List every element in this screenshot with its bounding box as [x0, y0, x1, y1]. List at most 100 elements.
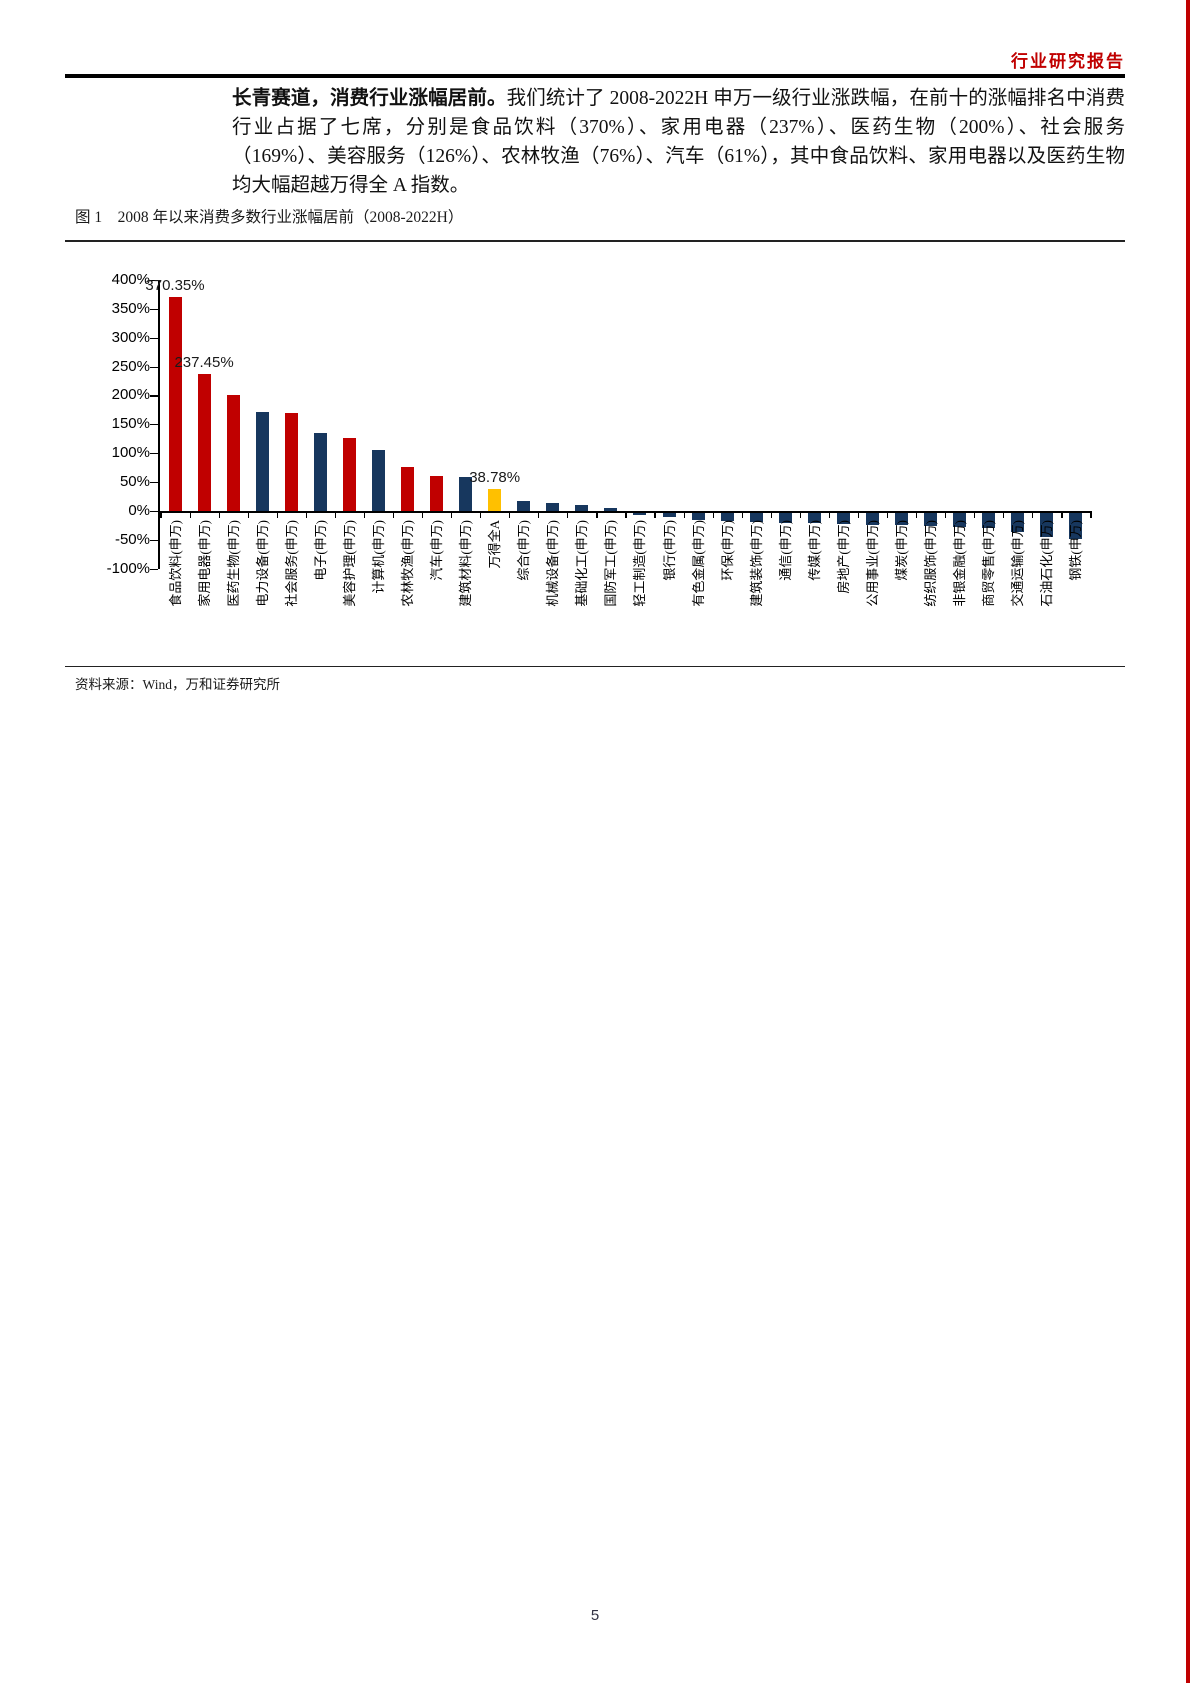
y-axis-tick: [150, 424, 158, 426]
x-category-label-text: 煤炭(申万): [894, 520, 909, 581]
x-axis-tick: [480, 511, 482, 518]
x-category-label-text: 基础化工(申万): [574, 520, 590, 607]
x-axis-tick: [334, 511, 337, 518]
x-category-label-text: 非银金融(申万): [952, 520, 968, 607]
y-axis-tick: [150, 511, 158, 513]
y-axis-tick: [150, 539, 158, 542]
y-axis-tick-label: 350%: [111, 299, 150, 317]
x-axis-tick: [945, 511, 947, 518]
x-category-label-text: 家用电器(申万): [196, 520, 212, 607]
figure-caption: 图 1 2008 年以来消费多数行业涨幅居前（2008-2022H）: [75, 209, 464, 226]
bar: [749, 512, 763, 523]
paragraph-body: 我们统计了 2008-2022H 申万一级行业涨跌幅，在前十的涨幅排名中消费行业…: [232, 88, 1125, 196]
header-divider: [65, 74, 1125, 78]
y-axis-tick: [150, 308, 158, 310]
x-axis-tick: [828, 511, 831, 518]
x-category-label-text: 美容护理(申万): [341, 520, 357, 607]
x-axis-tick: [422, 511, 424, 518]
bar: [313, 432, 327, 511]
x-axis-line: [158, 511, 1091, 513]
bar: [371, 449, 385, 511]
x-category-label-text: 万得全A: [487, 520, 503, 569]
bar: [924, 512, 938, 527]
bar: [400, 467, 414, 511]
x-category-label-text: 通信(申万): [777, 520, 793, 581]
x-axis-tick: [712, 511, 714, 518]
bar: [778, 512, 792, 523]
bar: [197, 373, 211, 511]
x-axis-tick: [189, 511, 191, 518]
x-axis-tick: [1032, 511, 1034, 518]
page-number: 5: [590, 1607, 600, 1624]
x-category-label-text: 环保(申万): [719, 520, 735, 581]
y-axis-tick-label: 100%: [111, 444, 150, 462]
y-axis-line: [158, 279, 160, 569]
x-axis-tick: [305, 511, 307, 518]
y-axis-tick: [150, 568, 158, 570]
x-axis-tick: [538, 511, 540, 518]
bar: [575, 505, 589, 511]
x-axis-tick: [683, 511, 685, 518]
y-axis-tick-label: 50%: [119, 473, 150, 491]
bar: [1040, 512, 1054, 537]
x-category-label-text: 社会服务(申万): [283, 520, 299, 607]
bar: [284, 413, 298, 511]
y-axis-tick: [150, 366, 158, 368]
x-axis-tick: [276, 511, 278, 518]
x-axis-tick: [654, 511, 656, 518]
y-axis-tick-label: 250%: [111, 357, 150, 375]
summary-paragraph: 长青赛道，消费行业涨幅居前。我们统计了 2008-2022H 申万一级行业涨跌幅…: [232, 84, 1125, 200]
source-note: 资料来源：Wind，万和证券研究所: [75, 677, 280, 692]
bar: [342, 438, 356, 511]
bar: [1011, 512, 1025, 532]
y-axis-tick: [150, 453, 158, 455]
x-category-label-text: 纺织服饰(申万): [923, 520, 939, 607]
x-axis-tick: [799, 511, 801, 518]
bar: [226, 395, 240, 511]
x-axis-tick: [974, 511, 976, 518]
bar: [1069, 512, 1083, 540]
bar: [488, 488, 502, 511]
x-axis-tick: [392, 511, 395, 518]
x-axis-tick: [1003, 511, 1005, 518]
bar: [836, 512, 850, 525]
y-axis-tick: [150, 337, 158, 339]
x-category-label-text: 国防军工(申万): [603, 520, 619, 607]
x-axis-tick: [247, 511, 249, 518]
bar: [895, 512, 908, 526]
x-category-label-text: 公用事业(申万): [864, 520, 880, 607]
bar: [459, 477, 473, 511]
y-axis-tick: [150, 279, 158, 281]
bar: [168, 296, 182, 511]
paragraph-lead-bold: 长青赛道，消费行业涨幅居前。: [232, 88, 507, 109]
x-category-label-text: 计算机(申万): [370, 520, 386, 594]
y-axis-tick-label: -50%: [114, 530, 150, 548]
x-category-label-text: 建筑装饰(申万): [748, 520, 764, 607]
page-edge-accent: [1186, 0, 1190, 1683]
x-category-label-text: 综合(申万): [516, 520, 532, 581]
bar: [517, 500, 531, 511]
x-axis-tick: [363, 511, 366, 518]
x-category-label-text: 交通运输(申万): [1010, 520, 1026, 607]
x-category-label-text: 建筑材料(申万): [458, 520, 474, 607]
x-category-label-text: 有色金属(申万): [690, 520, 706, 607]
report-header-label: 行业研究报告: [1011, 52, 1125, 71]
y-axis-tick-label: 200%: [111, 386, 150, 404]
y-axis-tick-label: 400%: [111, 270, 150, 288]
bar: [691, 512, 705, 520]
x-axis-tick: [596, 511, 598, 518]
x-category-label-text: 轻工制造(申万): [632, 520, 648, 607]
x-axis-tick: [451, 511, 453, 518]
x-category-label-text: 传媒(申万): [806, 520, 822, 581]
x-category-label-text: 机械设备(申万): [545, 520, 561, 607]
x-category-label-text: 房地产(申万): [835, 520, 851, 594]
x-category-label-text: 石油石化(申万): [1039, 520, 1055, 607]
y-axis-tick-label: -100%: [106, 559, 150, 577]
x-axis-tick: [567, 511, 569, 518]
x-category-label-text: 食品饮料(申万): [167, 520, 183, 607]
x-category-label-text: 汽车(申万): [429, 520, 445, 581]
y-axis-tick: [150, 482, 158, 484]
x-axis-tick: [857, 511, 860, 518]
y-axis-tick-label: 0%: [128, 502, 150, 519]
